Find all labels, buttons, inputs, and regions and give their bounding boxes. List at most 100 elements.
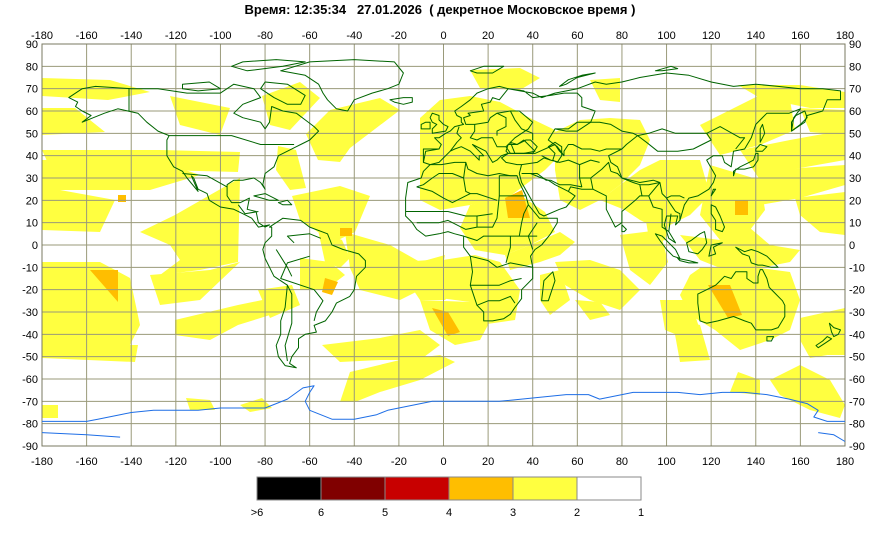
coast-new-zealand-north	[828, 322, 841, 338]
lat-label-left: 90	[26, 39, 38, 51]
coast-ross-shelf-east	[818, 432, 846, 442]
lon-label-bottom: 180	[836, 456, 854, 468]
lon-label-top: -40	[346, 30, 362, 42]
legend-label: 6	[318, 507, 324, 519]
coast-philippines	[710, 204, 725, 233]
country-border	[182, 173, 228, 188]
lon-label-bottom: -100	[209, 456, 231, 468]
lat-label-left: 70	[26, 84, 38, 96]
coast-madagascar	[541, 271, 556, 302]
country-border	[463, 162, 498, 201]
lat-label-right: 90	[849, 39, 861, 51]
lat-label-left: -90	[22, 441, 38, 453]
coast-tasmania	[766, 336, 775, 342]
lon-label-top: -20	[391, 30, 407, 42]
coast-ellesmere-island	[231, 59, 306, 72]
lat-label-left: 10	[26, 218, 38, 230]
country-border	[666, 197, 681, 221]
coast-severnaya-zemlya	[654, 65, 679, 72]
country-border	[449, 126, 462, 152]
lat-label-right: -30	[849, 307, 865, 319]
country-border	[476, 195, 500, 228]
lat-label-right: 80	[849, 61, 861, 73]
country-border	[530, 173, 569, 192]
legend-label: 5	[382, 507, 388, 519]
country-border	[416, 219, 478, 230]
lon-label-top: -60	[302, 30, 318, 42]
lon-label-top: 0	[440, 30, 446, 42]
lon-label-bottom: -160	[76, 456, 98, 468]
coast-baffin-island	[260, 81, 306, 105]
lat-label-right: -40	[849, 329, 865, 341]
country-border	[610, 170, 660, 186]
legend-swatch	[512, 476, 578, 501]
lat-label-left: 60	[26, 106, 38, 118]
country-border	[422, 148, 440, 163]
country-border	[169, 135, 295, 145]
country-border	[608, 126, 746, 179]
country-border	[541, 155, 600, 166]
lon-label-bottom: -140	[120, 456, 142, 468]
coast-novaya-zemlya	[559, 72, 596, 87]
lon-label-bottom: -120	[165, 456, 187, 468]
level-4-regions	[90, 190, 748, 336]
coast-caspian-sea	[547, 141, 563, 163]
lat-label-right: 0	[849, 240, 855, 252]
lat-label-left: -70	[22, 396, 38, 408]
lat-label-left: -60	[22, 374, 38, 386]
lon-label-top: 120	[702, 30, 720, 42]
lon-label-bottom: -40	[346, 456, 362, 468]
lon-label-top: -160	[76, 30, 98, 42]
lon-label-bottom: 160	[791, 456, 809, 468]
lon-label-top: 100	[657, 30, 675, 42]
lat-label-right: 70	[849, 84, 861, 96]
coast-ireland	[420, 121, 431, 130]
lat-label-left: 80	[26, 61, 38, 73]
lat-label-left: -50	[22, 352, 38, 364]
coast-borneo	[686, 231, 708, 255]
lat-label-right: 10	[849, 218, 861, 230]
country-border	[518, 204, 529, 237]
lon-label-bottom: 120	[702, 456, 720, 468]
lat-label-right: -10	[849, 262, 865, 274]
country-border	[470, 255, 533, 268]
lon-label-bottom: -80	[257, 456, 273, 468]
country-border	[639, 184, 643, 196]
coast-sakhalin	[759, 123, 766, 143]
lon-label-top: -80	[257, 30, 273, 42]
coast-sri-lanka	[621, 224, 627, 233]
lon-label-bottom: 0	[440, 456, 446, 468]
lon-label-bottom: 60	[571, 456, 583, 468]
legend-swatch	[576, 476, 642, 501]
legend-label: 3	[510, 507, 516, 519]
country-border	[505, 236, 511, 264]
country-border	[527, 222, 538, 250]
coast-hispaniola	[277, 199, 293, 206]
lat-label-left: 50	[26, 128, 38, 140]
coast-java	[677, 257, 699, 264]
legend-swatch	[384, 476, 450, 501]
legend-label: 2	[574, 507, 580, 519]
lat-label-left: 20	[26, 195, 38, 207]
coast-ross-shelf	[41, 432, 121, 438]
coast-new-zealand-south	[815, 336, 833, 349]
coast-sulawesi	[708, 242, 723, 257]
lon-label-top: 140	[747, 30, 765, 42]
country-border	[470, 278, 522, 286]
country-border	[476, 295, 516, 306]
country-border	[579, 161, 612, 179]
legend-swatch	[448, 476, 514, 501]
coast-cuba	[253, 193, 279, 201]
coast-svalbard	[469, 65, 505, 74]
coast-africa	[405, 161, 558, 322]
country-border	[563, 144, 622, 156]
lon-label-top: 60	[571, 30, 583, 42]
country-border	[284, 284, 293, 362]
legend-label: 1	[638, 507, 644, 519]
lat-label-right: 40	[849, 151, 861, 163]
coast-kamchatka	[791, 110, 808, 132]
coast-greenland	[280, 59, 404, 112]
lat-label-right: 20	[849, 195, 861, 207]
map-title: Время: 12:35:34 27.01.2026 ( декретное М…	[244, 2, 636, 17]
